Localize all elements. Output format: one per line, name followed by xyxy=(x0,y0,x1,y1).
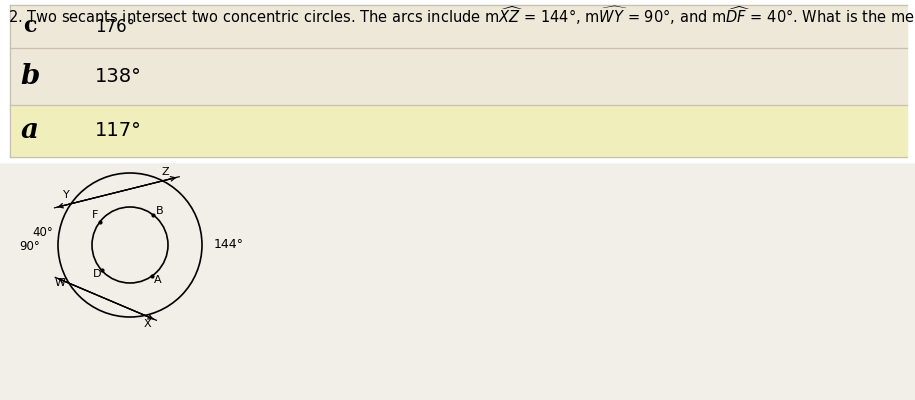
Text: 138°: 138° xyxy=(95,67,142,86)
Text: 40°: 40° xyxy=(32,226,53,240)
Text: b: b xyxy=(20,63,39,90)
Text: B: B xyxy=(156,206,163,216)
Text: 144°: 144° xyxy=(214,238,244,252)
Text: Y: Y xyxy=(62,190,70,200)
Text: a: a xyxy=(21,118,39,144)
Text: A: A xyxy=(154,275,162,285)
Text: 176°: 176° xyxy=(95,18,135,36)
Text: X: X xyxy=(145,320,152,330)
Text: W: W xyxy=(54,278,66,288)
Text: F: F xyxy=(92,210,98,220)
Bar xyxy=(10,48,907,105)
Text: D: D xyxy=(92,270,101,280)
Bar xyxy=(10,5,907,48)
Text: 90°: 90° xyxy=(19,240,40,254)
Bar xyxy=(0,0,915,162)
Text: c: c xyxy=(23,16,37,38)
Bar xyxy=(10,105,907,157)
Text: 2. Two secants intersect two concentric circles. The arcs include m$\widehat{XZ}: 2. Two secants intersect two concentric … xyxy=(8,4,915,27)
Text: 117°: 117° xyxy=(95,122,142,140)
Text: Z: Z xyxy=(162,167,169,177)
